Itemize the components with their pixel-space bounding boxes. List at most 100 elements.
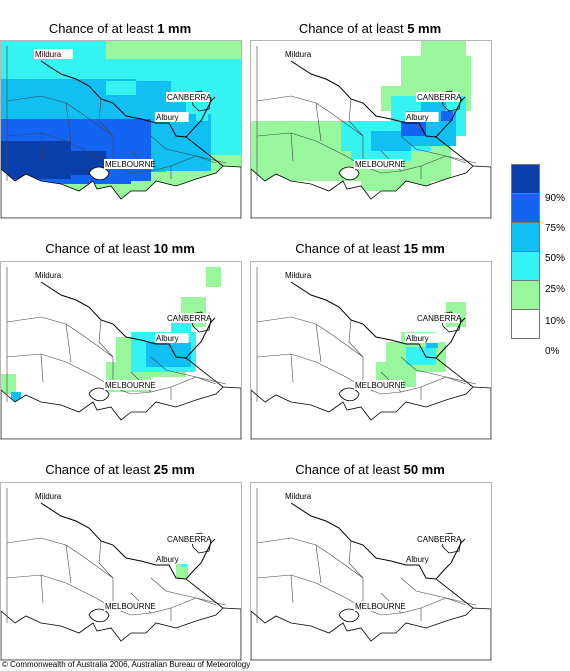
city-label-bg bbox=[405, 112, 439, 122]
probability-cell bbox=[406, 347, 436, 365]
legend-label-50: 50% bbox=[545, 253, 566, 264]
city-label-bg bbox=[284, 49, 323, 59]
mildura-label: Mildura bbox=[35, 492, 62, 501]
canberra-label: CANBERRA bbox=[417, 93, 462, 102]
district-boundary bbox=[195, 155, 227, 164]
bay bbox=[88, 387, 110, 402]
panel-title-15mm: Chance of at least 15 mm bbox=[250, 241, 490, 256]
state-border-east bbox=[185, 357, 224, 388]
act-border bbox=[190, 532, 212, 554]
district-boundary bbox=[112, 578, 152, 616]
district-boundary bbox=[6, 132, 114, 167]
district-boundary bbox=[40, 353, 44, 383]
city-label-bg bbox=[284, 491, 323, 501]
state-border-east bbox=[435, 136, 474, 167]
district-boundary bbox=[400, 577, 467, 606]
canberra-label: CANBERRA bbox=[167, 93, 212, 102]
panel-title-5mm: Chance of at least 5 mm bbox=[250, 21, 490, 36]
ocean bbox=[251, 607, 491, 660]
legend-swatch-90 bbox=[511, 164, 540, 194]
district-boundary bbox=[195, 597, 227, 606]
albury-label: Albury bbox=[406, 113, 429, 122]
city-label-bg bbox=[405, 554, 439, 564]
district-boundary bbox=[256, 132, 364, 167]
legend-swatch-50 bbox=[511, 222, 540, 252]
albury-label: Albury bbox=[406, 555, 429, 564]
albury-label: Albury bbox=[156, 334, 179, 343]
district-boundary bbox=[65, 323, 72, 363]
probability-cell bbox=[136, 69, 166, 81]
panel-title-25mm: Chance of at least 25 mm bbox=[0, 462, 240, 477]
district-boundary bbox=[256, 353, 364, 388]
ocean bbox=[251, 386, 491, 439]
district-boundary bbox=[112, 136, 152, 174]
city-label-bg bbox=[354, 601, 403, 611]
city-label-bg bbox=[416, 92, 460, 102]
canberra-label: CANBERRA bbox=[417, 535, 462, 544]
district-boundary bbox=[445, 597, 477, 606]
probability-cell bbox=[11, 392, 21, 402]
probability-cell bbox=[161, 61, 201, 81]
bay bbox=[88, 608, 110, 623]
map-canvas: Mildura CANBERRA Albury MELBOURNE bbox=[251, 41, 491, 218]
city-label-bg bbox=[155, 554, 189, 564]
legend-label-0: 0% bbox=[545, 346, 560, 357]
city-label-bg bbox=[416, 534, 460, 544]
probability-cell bbox=[1, 141, 71, 179]
district-boundary bbox=[348, 540, 364, 579]
district-boundary bbox=[112, 357, 152, 395]
probability-legend bbox=[511, 164, 540, 339]
legend-swatch-25 bbox=[511, 251, 540, 281]
title-amount: 25 mm bbox=[153, 462, 195, 477]
city-label-bg bbox=[166, 92, 210, 102]
district-boundary bbox=[445, 155, 477, 164]
map-canvas: Mildura CANBERRA Albury MELBOURNE bbox=[1, 267, 241, 439]
mildura-label: Mildura bbox=[285, 492, 312, 501]
melbourne-label: MELBOURNE bbox=[105, 602, 156, 611]
district-boundary bbox=[150, 577, 217, 606]
probability-cell bbox=[251, 161, 321, 181]
city-label-bg bbox=[155, 112, 189, 122]
melbourne-label: MELBOURNE bbox=[355, 381, 406, 390]
canberra-label: CANBERRA bbox=[417, 314, 462, 323]
act-border bbox=[440, 532, 462, 554]
title-prefix: Chance of at least bbox=[48, 21, 158, 36]
state-border-east bbox=[185, 136, 224, 167]
district-boundary bbox=[315, 323, 322, 363]
district-boundary bbox=[195, 376, 227, 385]
title-amount: 50 mm bbox=[403, 462, 445, 477]
district-boundary bbox=[362, 136, 402, 174]
city-label-bg bbox=[354, 159, 403, 169]
act-border bbox=[440, 311, 462, 333]
melbourne-label: MELBOURNE bbox=[105, 160, 156, 169]
legend-label-25: 25% bbox=[545, 284, 566, 295]
district-boundary bbox=[362, 578, 402, 616]
melbourne-label: MELBOURNE bbox=[355, 602, 406, 611]
bay bbox=[338, 608, 360, 623]
district-boundary bbox=[150, 356, 217, 385]
city-label-bg bbox=[405, 333, 439, 343]
ocean bbox=[1, 386, 241, 439]
district-boundary bbox=[6, 574, 114, 609]
ocean bbox=[251, 165, 491, 218]
state-border bbox=[290, 60, 466, 138]
map-canvas: Mildura CANBERRA Albury MELBOURNE bbox=[1, 41, 241, 218]
bay bbox=[338, 387, 360, 402]
mildura-label: Mildura bbox=[35, 50, 62, 59]
legend-swatch-10 bbox=[511, 280, 540, 310]
state-border bbox=[290, 502, 466, 580]
district-boundary bbox=[65, 544, 72, 584]
act-border bbox=[440, 90, 462, 112]
albury-label: Albury bbox=[156, 113, 179, 122]
panel-title-50mm: Chance of at least 50 mm bbox=[250, 462, 490, 477]
legend-label-10: 10% bbox=[545, 316, 566, 327]
district-boundary bbox=[98, 540, 114, 579]
city-label-bg bbox=[166, 534, 210, 544]
city-label-bg bbox=[284, 270, 323, 280]
city-label-bg bbox=[354, 380, 403, 390]
city-label-bg bbox=[104, 601, 153, 611]
melbourne-label: MELBOURNE bbox=[105, 381, 156, 390]
mildura-label: Mildura bbox=[285, 50, 312, 59]
city-label-bg bbox=[104, 380, 153, 390]
district-boundary bbox=[65, 102, 72, 142]
